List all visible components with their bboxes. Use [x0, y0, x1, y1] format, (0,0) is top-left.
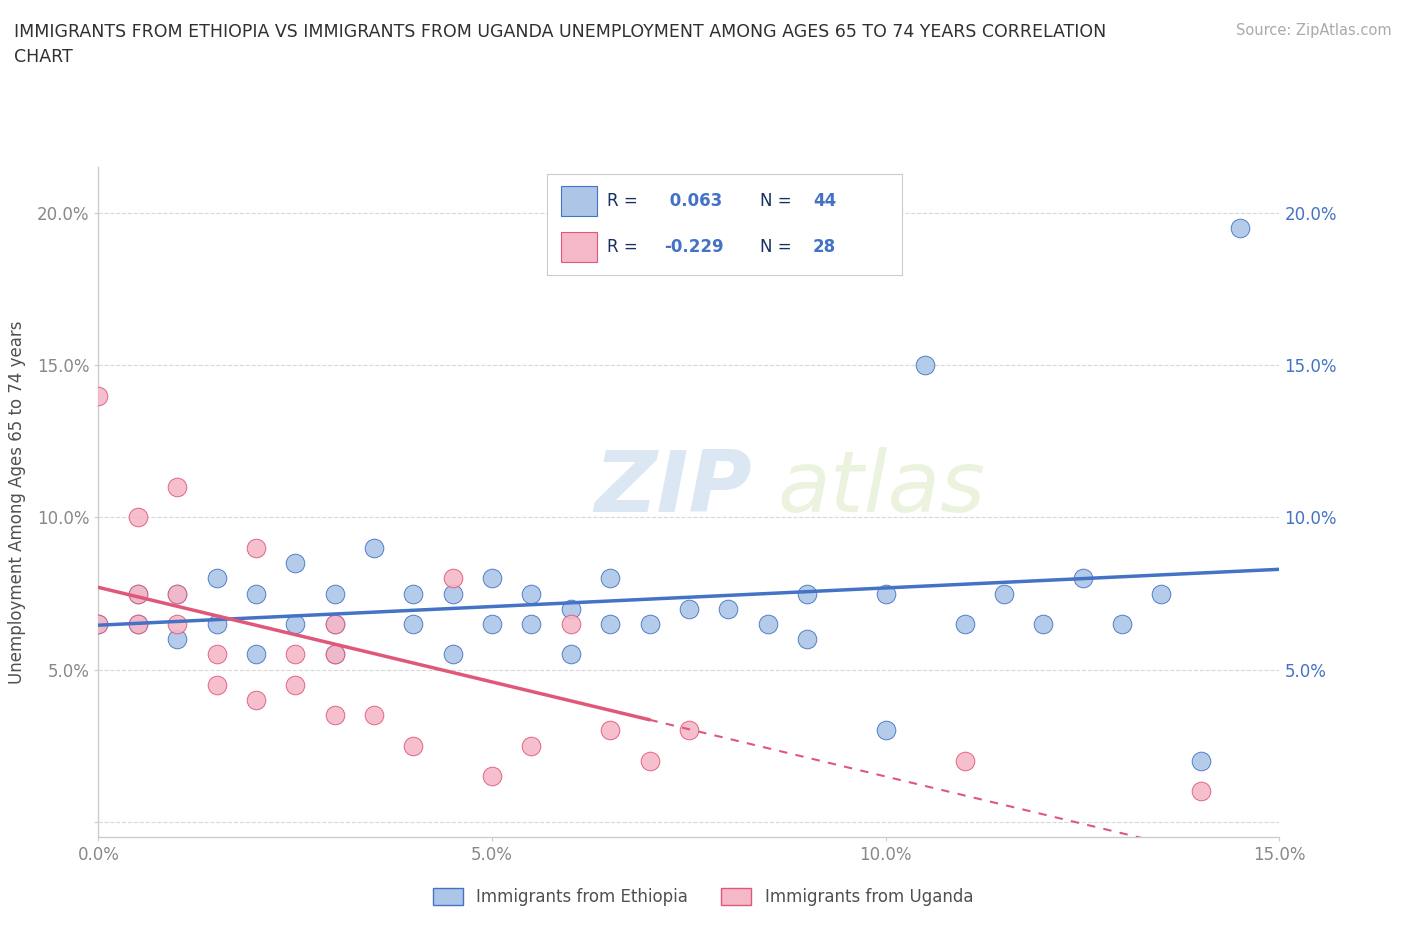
Point — [599, 571, 621, 586]
Point — [284, 555, 307, 570]
Point — [678, 602, 700, 617]
Point — [481, 571, 503, 586]
Point — [481, 769, 503, 784]
Point — [323, 617, 346, 631]
Point — [875, 586, 897, 601]
Point — [127, 617, 149, 631]
Point — [717, 602, 740, 617]
Point — [1189, 753, 1212, 768]
Point — [560, 617, 582, 631]
Point — [402, 586, 425, 601]
Point — [284, 617, 307, 631]
Point — [678, 723, 700, 737]
Point — [284, 677, 307, 692]
Point — [1229, 220, 1251, 235]
Point — [166, 480, 188, 495]
Point — [323, 586, 346, 601]
Point — [166, 631, 188, 646]
Point — [1071, 571, 1094, 586]
Point — [87, 617, 110, 631]
Point — [205, 617, 228, 631]
Point — [127, 617, 149, 631]
Point — [599, 723, 621, 737]
Point — [402, 617, 425, 631]
Point — [1150, 586, 1173, 601]
Point — [638, 617, 661, 631]
Point — [1111, 617, 1133, 631]
Point — [953, 753, 976, 768]
Point — [875, 723, 897, 737]
Point — [796, 631, 818, 646]
Point — [441, 647, 464, 662]
Point — [87, 388, 110, 403]
Point — [953, 617, 976, 631]
Point — [87, 617, 110, 631]
Point — [363, 708, 385, 723]
Point — [441, 586, 464, 601]
Point — [205, 677, 228, 692]
Point — [245, 586, 267, 601]
Point — [560, 602, 582, 617]
Point — [1189, 784, 1212, 799]
Point — [520, 586, 543, 601]
Point — [441, 571, 464, 586]
Point — [166, 586, 188, 601]
Point — [638, 753, 661, 768]
Text: atlas: atlas — [778, 447, 986, 530]
Text: Source: ZipAtlas.com: Source: ZipAtlas.com — [1236, 23, 1392, 38]
Point — [323, 647, 346, 662]
Point — [127, 586, 149, 601]
Point — [599, 617, 621, 631]
Point — [914, 358, 936, 373]
Y-axis label: Unemployment Among Ages 65 to 74 years: Unemployment Among Ages 65 to 74 years — [8, 321, 25, 684]
Point — [245, 647, 267, 662]
Point — [481, 617, 503, 631]
Point — [756, 617, 779, 631]
Legend: Immigrants from Ethiopia, Immigrants from Uganda: Immigrants from Ethiopia, Immigrants fro… — [426, 881, 980, 912]
Point — [205, 647, 228, 662]
Point — [1032, 617, 1054, 631]
Point — [166, 586, 188, 601]
Point — [323, 647, 346, 662]
Point — [284, 647, 307, 662]
Point — [323, 617, 346, 631]
Point — [796, 586, 818, 601]
Point — [245, 693, 267, 708]
Point — [402, 738, 425, 753]
Text: IMMIGRANTS FROM ETHIOPIA VS IMMIGRANTS FROM UGANDA UNEMPLOYMENT AMONG AGES 65 TO: IMMIGRANTS FROM ETHIOPIA VS IMMIGRANTS F… — [14, 23, 1107, 41]
Text: CHART: CHART — [14, 48, 73, 66]
Point — [363, 540, 385, 555]
Point — [560, 647, 582, 662]
Point — [993, 586, 1015, 601]
Point — [205, 571, 228, 586]
Point — [520, 617, 543, 631]
Point — [127, 586, 149, 601]
Point — [127, 510, 149, 525]
Point — [245, 540, 267, 555]
Point — [520, 738, 543, 753]
Point — [166, 617, 188, 631]
Text: ZIP: ZIP — [595, 447, 752, 530]
Point — [323, 708, 346, 723]
